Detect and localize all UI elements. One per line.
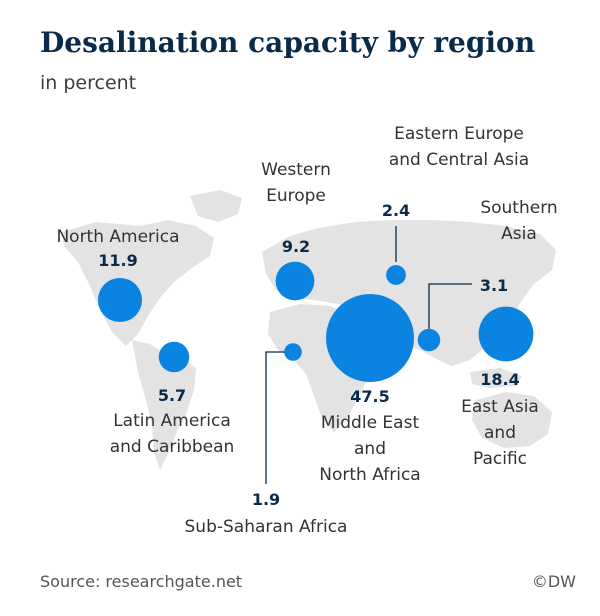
region-label-line: Western (261, 160, 331, 180)
region-label-western-europe: Western Europe (261, 160, 331, 206)
region-label-latin-america-and-caribbean: Latin America and Caribbean (110, 411, 235, 457)
region-label-line: North Africa (319, 465, 420, 485)
region-label-southern-asia: Southern Asia (480, 198, 557, 244)
region-label-middle-east-and-north-africa: Middle East and North Africa (319, 413, 420, 485)
region-label-line: Sub-Saharan Africa (185, 517, 348, 537)
land-australia (472, 392, 552, 448)
land-greenland (190, 190, 242, 222)
region-label-line: and Caribbean (110, 437, 235, 457)
land-north-america (62, 220, 214, 346)
region-label-line: North America (56, 227, 179, 247)
region-label-line: and Central Asia (389, 150, 529, 170)
region-label-line: Eastern Europe (394, 124, 524, 144)
region-label-north-america: North America (56, 227, 179, 247)
region-label-line: Latin America (113, 411, 231, 431)
land-se-asia-islands (470, 368, 522, 388)
value-label-north-america: 11.9 (98, 251, 137, 270)
region-label-eastern-europe-and-central-asia: Eastern Europe and Central Asia (389, 124, 529, 170)
bubble-map-chart: 11.9 North America 5.7 Latin America and Car… (56, 124, 557, 537)
bubble-sub-saharan-africa (284, 343, 302, 361)
value-label-sub-saharan-africa: 1.9 (252, 490, 280, 509)
value-label-western-europe: 9.2 (282, 237, 310, 256)
source-note: Source: researchgate.net (40, 572, 243, 591)
world-map (62, 190, 556, 470)
leader-southern-asia (428, 283, 472, 330)
chart-subtitle: in percent (40, 72, 137, 94)
bubble-western-europe (275, 261, 315, 301)
bubble-southern-asia (417, 328, 441, 352)
region-label-line: Pacific (473, 449, 527, 469)
region-label-east-asia-and-pacific: East Asia and Pacific (461, 397, 539, 469)
region-label-line: East Asia (461, 397, 539, 417)
value-label-southern-asia: 3.1 (480, 276, 508, 295)
bubble-latin-america-and-caribbean (158, 341, 190, 373)
region-label-line: and (484, 423, 516, 443)
credit-note: ©DW (531, 572, 576, 591)
leader-sub-saharan-africa (265, 351, 286, 484)
region-label-line: Southern (480, 198, 557, 218)
value-label-latin-america-and-caribbean: 5.7 (158, 386, 186, 405)
region-label-line: Asia (501, 224, 537, 244)
labels: 11.9 North America 5.7 Latin America and Car… (56, 124, 557, 537)
region-label-line: Europe (266, 186, 326, 206)
value-label-eastern-europe-and-central-asia: 2.4 (382, 201, 410, 220)
bubble-east-asia-and-pacific (478, 306, 534, 362)
land-south-america (132, 340, 196, 470)
bubble-middle-east-and-north-africa (326, 294, 414, 382)
chart-title: Desalination capacity by region (40, 26, 536, 59)
value-label-middle-east-and-north-africa: 47.5 (350, 387, 389, 406)
value-label-east-asia-and-pacific: 18.4 (480, 370, 519, 389)
leader-lines (265, 226, 472, 484)
region-label-line: Middle East (321, 413, 420, 433)
bubble-eastern-europe-and-central-asia (386, 265, 406, 285)
bubbles (97, 261, 534, 382)
bubble-north-america (97, 277, 143, 323)
region-label-sub-saharan-africa: Sub-Saharan Africa (185, 517, 348, 537)
region-label-line: and (354, 439, 386, 459)
